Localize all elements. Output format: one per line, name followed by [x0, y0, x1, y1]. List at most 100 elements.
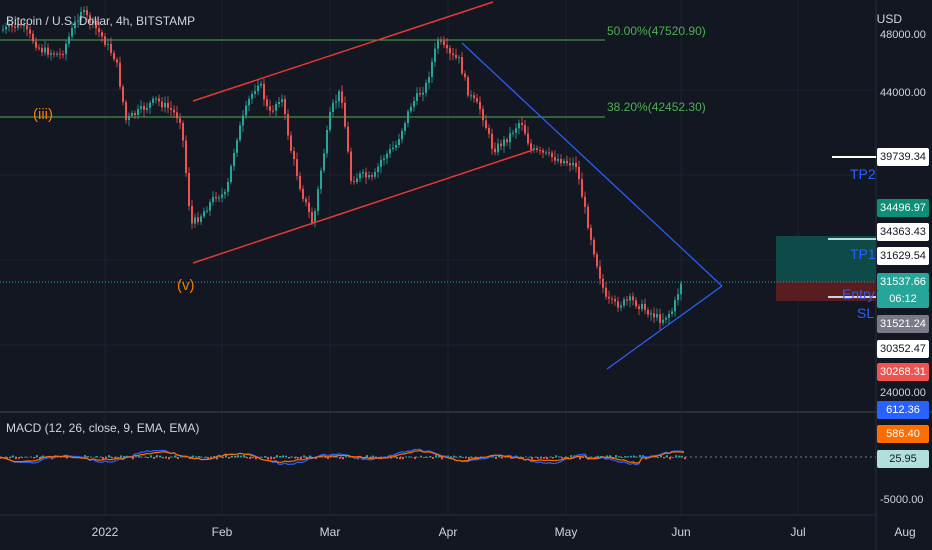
macd-indicator-title[interactable]: MACD (12, 26, close, 9, EMA, EMA)	[6, 421, 200, 435]
candle-body	[326, 130, 328, 154]
macd-histogram-bar	[558, 456, 560, 458]
macd-histogram-bar	[207, 457, 209, 459]
candle-body	[149, 102, 151, 108]
candle-body	[131, 113, 133, 116]
candle-body	[176, 112, 178, 119]
candle-body	[617, 301, 619, 308]
macd-histogram-bar	[114, 457, 116, 460]
candle-body	[20, 23, 22, 26]
candle-body	[449, 48, 451, 54]
candle-body	[536, 148, 538, 150]
macd-histogram-bar	[324, 457, 326, 458]
macd-histogram-bar	[498, 455, 500, 458]
macd-histogram-bar	[276, 455, 278, 458]
symbol-title[interactable]: Bitcoin / U.S. Dollar, 4h, BITSTAMP	[6, 14, 196, 28]
macd-histogram-bar	[192, 455, 194, 458]
macd-histogram-bar	[201, 456, 203, 458]
candle-body	[272, 110, 274, 112]
macd-histogram-bar	[564, 457, 566, 459]
candle-body	[38, 47, 40, 49]
macd-histogram-bar	[579, 457, 581, 460]
candle-body	[515, 128, 517, 133]
candle-body	[299, 176, 301, 189]
candle-body	[680, 283, 682, 295]
macd-histogram-bar	[618, 456, 620, 458]
macd-histogram-bar	[147, 457, 149, 459]
tp1-label: TP1	[850, 246, 876, 262]
candle-body	[632, 296, 634, 301]
candle-body	[314, 210, 316, 223]
macd-histogram-bar	[315, 457, 317, 460]
wave-v-label: (v)	[177, 277, 195, 294]
macd-histogram-bar	[321, 456, 323, 458]
macd-histogram-bar	[345, 456, 347, 458]
candle-body	[383, 158, 385, 160]
candle-body	[374, 171, 376, 177]
candle-body	[656, 314, 658, 318]
candle-body	[392, 147, 394, 150]
candle-body	[194, 217, 196, 224]
macd-histogram-bar	[162, 457, 164, 459]
candle-body	[563, 160, 565, 164]
macd-histogram-bar	[264, 456, 266, 458]
triangle-upper-line[interactable]	[461, 42, 723, 287]
candle-body	[230, 166, 232, 183]
macd-histogram-bar	[306, 457, 308, 459]
candle-body	[458, 57, 460, 59]
macd-histogram-bar	[168, 457, 170, 460]
candle-body	[665, 317, 667, 320]
candle-body	[371, 175, 373, 177]
candle-body	[647, 309, 649, 315]
macd-histogram-bar	[117, 457, 119, 458]
macd-histogram-bar	[255, 457, 257, 460]
macd-histogram-bar	[9, 457, 11, 459]
candle-body	[476, 98, 478, 102]
macd-histogram-bar	[396, 457, 398, 459]
candle-body	[410, 106, 412, 112]
macd-histogram-bar	[606, 455, 608, 458]
candle-body	[377, 166, 379, 172]
candle-body	[356, 178, 358, 183]
tp2-label: TP2	[850, 166, 876, 182]
candle-body	[206, 210, 208, 212]
macd-histogram-bar	[426, 457, 428, 458]
macd-histogram-bar	[120, 455, 122, 458]
candle-body	[509, 133, 511, 143]
candle-body	[635, 300, 637, 307]
candle-body	[560, 159, 562, 164]
candle-body	[122, 86, 124, 102]
candle-body	[545, 152, 547, 154]
macd-histogram-bar	[243, 455, 245, 458]
candle-body	[305, 198, 307, 203]
candle-body	[602, 278, 604, 288]
candle-body	[527, 133, 529, 144]
candle-body	[146, 107, 148, 110]
channel-upper-line[interactable]	[192, 1, 494, 102]
macd-histogram-bar	[222, 457, 224, 459]
chart-grid	[0, 0, 875, 515]
candle-body	[566, 160, 568, 164]
macd-histogram-bar	[171, 456, 173, 458]
macd-histogram-bar	[66, 457, 68, 459]
take-profit-zone[interactable]	[776, 236, 876, 282]
macd-histogram-bar	[261, 457, 263, 458]
candle-body	[500, 143, 502, 147]
candle-body	[53, 53, 55, 55]
sl-price-tag: 30268.31	[877, 363, 929, 381]
candle-body	[62, 54, 64, 56]
currency-label[interactable]: USD	[876, 12, 902, 26]
macd-histogram-bar	[228, 457, 230, 459]
candle-body	[137, 108, 139, 115]
candle-body	[170, 107, 172, 110]
candle-body	[470, 95, 472, 97]
triangle-lower-line[interactable]	[606, 285, 723, 370]
macd-histogram-bar	[366, 455, 368, 458]
signal-value-tag: 586.40	[877, 425, 929, 443]
candle-body	[248, 98, 250, 106]
candle-body	[653, 313, 655, 318]
candle-body	[116, 59, 118, 63]
candle-body	[416, 93, 418, 101]
macd-histogram-bar	[552, 457, 554, 459]
channel-lower-line[interactable]	[192, 149, 534, 264]
